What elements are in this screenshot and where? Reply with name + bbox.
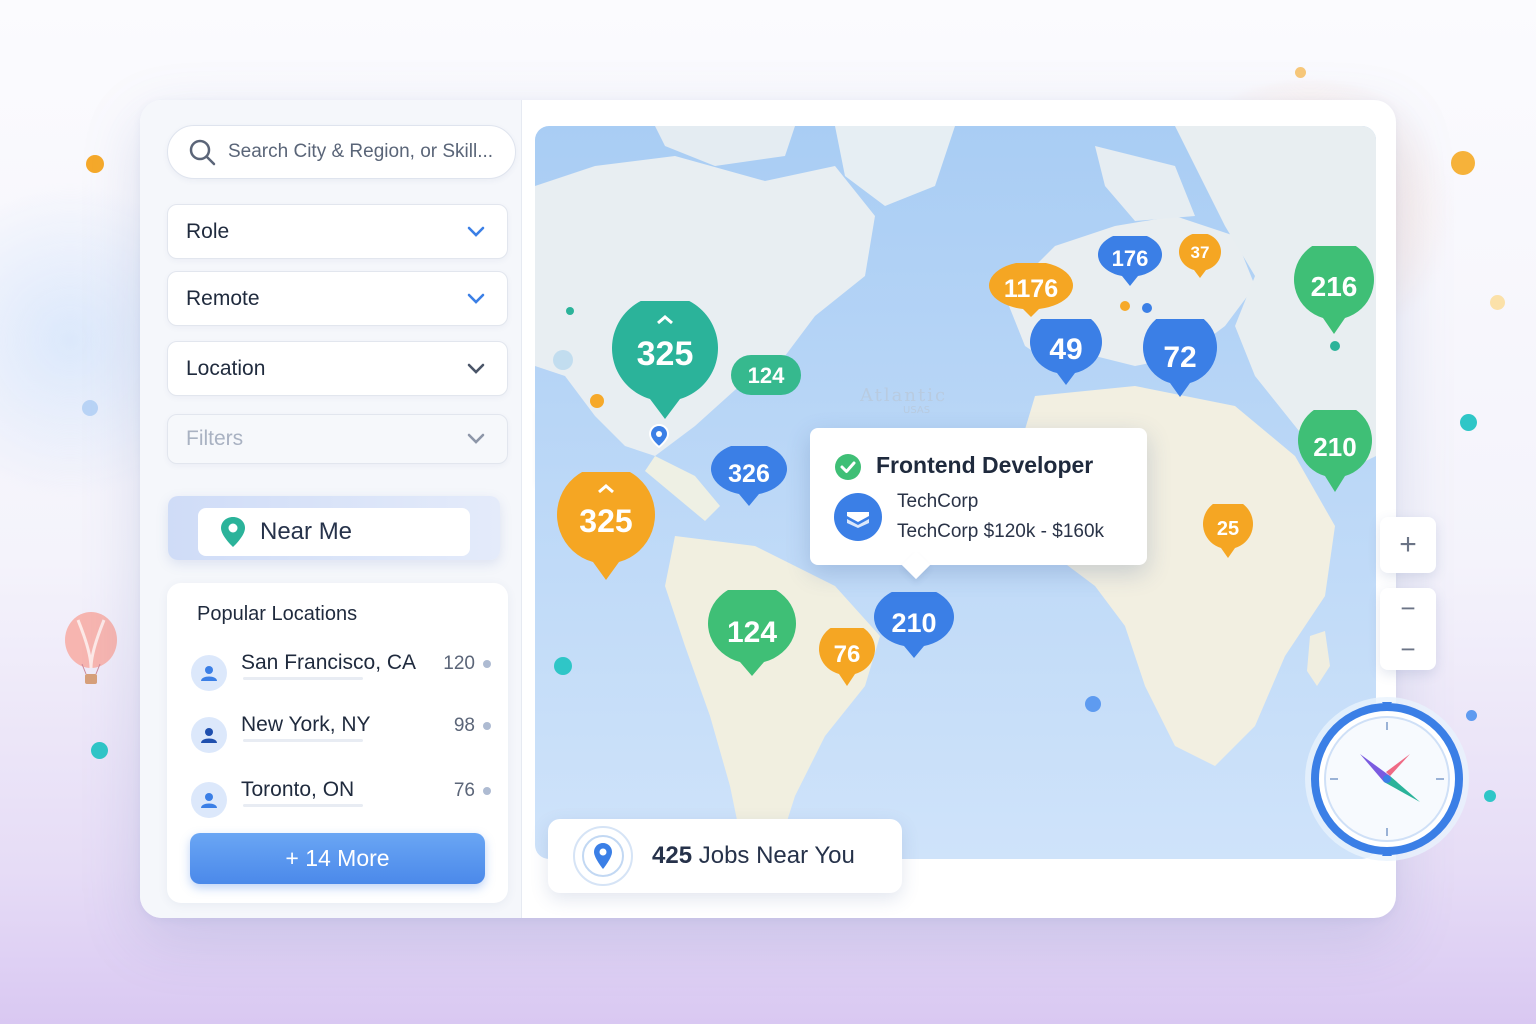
check-circle-icon (835, 454, 861, 480)
popular-location-item[interactable]: San Francisco, CA 120 (191, 645, 491, 695)
user-avatar-icon (191, 655, 227, 691)
job-cluster-pin[interactable]: 176 (1097, 232, 1163, 293)
location-count: 98 (454, 715, 491, 737)
filters-dropdown-label: Filters (186, 427, 244, 450)
user-avatar-icon (191, 782, 227, 818)
map-pin-icon (221, 517, 245, 547)
company-name: TechCorp (897, 491, 979, 512)
zoom-out-label: − (1400, 593, 1416, 623)
jobs-near-you-badge[interactable]: 425 Jobs Near You (548, 819, 902, 893)
svg-text:49: 49 (1049, 333, 1082, 366)
popular-locations-panel: Popular Locations San Francisco, CA 120 … (167, 583, 508, 903)
popular-locations-title: Popular Locations (197, 603, 358, 625)
svg-text:25: 25 (1217, 518, 1239, 540)
role-dropdown-label: Role (186, 219, 230, 243)
map-pin-icon (649, 424, 669, 448)
near-me-panel: Near Me (168, 496, 500, 560)
svg-text:1176: 1176 (1004, 275, 1058, 303)
location-dropdown[interactable]: Location (167, 341, 508, 396)
zoom-out-button[interactable]: − − (1380, 588, 1436, 670)
popular-location-item[interactable]: Toronto, ON 76 (191, 772, 491, 822)
location-count: 120 (443, 653, 491, 675)
svg-text:325: 325 (579, 503, 632, 539)
decor-dot (1484, 790, 1496, 802)
job-cluster-pin[interactable]: 76 (818, 623, 876, 693)
near-me-label: Near Me (260, 518, 353, 545)
job-tooltip[interactable]: Frontend Developer TechCorp TechCorp $12… (810, 428, 1147, 565)
job-cluster-pin[interactable]: 210 (872, 586, 956, 665)
near-me-button[interactable]: Near Me (198, 508, 470, 556)
zoom-in-button[interactable]: + (1380, 517, 1436, 573)
decor-dot (1460, 414, 1477, 431)
svg-text:326: 326 (728, 460, 770, 488)
chevron-down-icon (467, 226, 485, 237)
job-cluster-pin[interactable]: 124 (731, 355, 801, 404)
popular-location-item[interactable]: New York, NY 98 (191, 707, 491, 757)
location-name: Toronto, ON (241, 778, 355, 801)
more-locations-button[interactable]: + 14 More (190, 833, 485, 884)
chevron-down-icon (467, 433, 485, 444)
decor-dot (82, 400, 98, 416)
job-cluster-pin[interactable]: 37 (1178, 232, 1222, 285)
search-input[interactable] (228, 141, 508, 163)
svg-text:124: 124 (727, 616, 777, 649)
svg-text:76: 76 (834, 641, 861, 668)
user-avatar-icon (191, 717, 227, 753)
job-cluster-pin[interactable]: 325 (555, 465, 657, 587)
location-subtext (243, 804, 363, 807)
zoom-out-label-secondary: − (1400, 634, 1416, 664)
decor-dot (91, 742, 108, 759)
chevron-down-icon (467, 293, 485, 304)
location-name: New York, NY (241, 713, 371, 736)
jobs-near-label: Jobs Near You (698, 842, 855, 869)
svg-text:216: 216 (1311, 271, 1358, 302)
location-subtext (243, 739, 363, 742)
svg-text:176: 176 (1112, 246, 1149, 271)
ocean-sublabel: USAS (903, 405, 930, 416)
job-cluster-pin[interactable]: 49 (1029, 310, 1103, 392)
ocean-label: Atlantic (859, 385, 947, 406)
compass-icon[interactable] (1302, 694, 1472, 864)
remote-dropdown[interactable]: Remote (167, 271, 508, 326)
location-dropdown-label: Location (186, 356, 266, 380)
location-radar-icon (573, 826, 633, 886)
svg-text:124: 124 (748, 363, 785, 388)
job-cluster-pin[interactable]: 210 (1297, 403, 1373, 499)
remote-dropdown-label: Remote (186, 286, 260, 310)
location-count: 76 (454, 780, 491, 802)
decor-dot (1490, 295, 1505, 310)
job-title: Frontend Developer (876, 452, 1094, 478)
job-cluster-pin[interactable]: 216 (1293, 239, 1375, 341)
search-icon (189, 139, 216, 166)
job-cluster-pin[interactable]: 25 (1202, 499, 1254, 565)
job-cluster-pin[interactable]: 124 (706, 583, 798, 683)
job-cluster-pin[interactable]: 325 (610, 295, 720, 426)
company-logo-icon (834, 493, 882, 541)
svg-text:72: 72 (1163, 341, 1196, 374)
svg-text:37: 37 (1191, 243, 1210, 262)
job-map-card: Role Remote Location Filters Near Me (140, 100, 1436, 918)
job-cluster-pin[interactable]: 1176 (989, 261, 1073, 324)
job-cluster-pin[interactable]: 72 (1142, 310, 1218, 404)
svg-text:210: 210 (1313, 432, 1356, 462)
filter-sidebar: Role Remote Location Filters Near Me (140, 100, 522, 918)
decor-dot (1466, 710, 1477, 721)
jobs-near-count: 425 (652, 842, 693, 869)
filters-dropdown[interactable]: Filters (167, 414, 508, 464)
svg-text:210: 210 (891, 608, 936, 638)
location-subtext (243, 677, 363, 680)
salary-range: TechCorp $120k - $160k (897, 521, 1105, 542)
continent-north-america (535, 156, 875, 456)
svg-text:325: 325 (637, 335, 694, 373)
hot-air-balloon-icon (65, 612, 117, 684)
decor-dot (1451, 151, 1475, 175)
chevron-down-icon (467, 363, 485, 374)
decor-dot (86, 155, 104, 173)
job-cluster-pin[interactable]: 326 (709, 442, 789, 513)
search-bar[interactable] (167, 125, 516, 179)
location-name: San Francisco, CA (241, 651, 417, 674)
role-dropdown[interactable]: Role (167, 204, 508, 259)
decor-dot (1295, 67, 1306, 78)
